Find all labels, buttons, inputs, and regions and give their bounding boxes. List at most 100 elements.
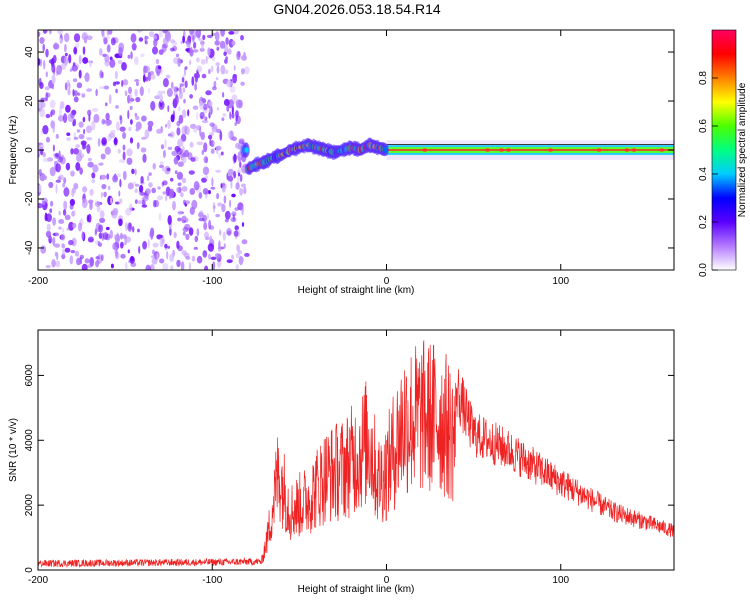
noise-speck xyxy=(183,98,186,104)
noise-speck xyxy=(188,262,192,270)
noise-speck xyxy=(114,233,121,243)
noise-speck xyxy=(122,79,129,86)
noise-speck xyxy=(211,126,218,133)
noise-speck xyxy=(110,37,116,46)
noise-speck xyxy=(137,30,143,33)
noise-speck xyxy=(118,47,123,57)
noise-speck xyxy=(236,51,241,61)
noise-speck xyxy=(241,222,245,227)
noise-speck xyxy=(43,30,48,34)
noise-speck xyxy=(205,55,208,64)
noise-speck xyxy=(105,112,110,121)
noise-speck xyxy=(55,231,59,237)
noise-speck xyxy=(125,207,132,216)
noise-speck xyxy=(98,162,104,166)
noise-speck xyxy=(236,244,240,252)
noise-speck xyxy=(164,243,168,249)
noise-speck xyxy=(139,86,144,97)
noise-speck xyxy=(121,80,124,87)
noise-speck xyxy=(176,259,181,268)
noise-speck xyxy=(145,76,149,82)
noise-speck xyxy=(207,47,211,56)
noise-speck xyxy=(235,182,240,190)
noise-speck xyxy=(224,58,228,64)
noise-speck xyxy=(62,113,68,124)
noise-speck xyxy=(196,57,200,63)
noise-speck xyxy=(208,190,211,195)
colorbar-label: Normalized spectral amplitude xyxy=(737,82,748,217)
noise-speck xyxy=(65,186,68,196)
noise-speck xyxy=(176,187,180,193)
noise-speck xyxy=(151,257,158,265)
noise-speck xyxy=(135,115,140,121)
noise-speck xyxy=(161,90,166,94)
noise-speck xyxy=(108,185,111,191)
noise-speck xyxy=(58,226,62,230)
noise-speck xyxy=(160,125,163,134)
noise-speck xyxy=(76,82,83,89)
noise-speck xyxy=(235,252,241,259)
noise-speck xyxy=(154,95,161,100)
noise-speck xyxy=(134,88,138,97)
noise-speck xyxy=(101,71,104,79)
noise-speck xyxy=(69,255,74,265)
noise-speck xyxy=(147,238,150,249)
noise-speck xyxy=(147,87,150,94)
noise-speck xyxy=(136,142,140,150)
noise-speck xyxy=(48,235,53,244)
noise-speck xyxy=(205,175,209,180)
noise-speck xyxy=(177,245,183,252)
noise-speck xyxy=(132,226,135,233)
noise-speck xyxy=(208,100,213,107)
noise-speck xyxy=(207,243,215,252)
noise-speck xyxy=(101,183,107,190)
noise-speck xyxy=(64,52,68,57)
noise-speck xyxy=(190,123,197,130)
noise-speck xyxy=(194,235,199,243)
noise-speck xyxy=(210,65,214,73)
noise-speck xyxy=(215,145,222,151)
noise-speck xyxy=(110,197,113,205)
noise-speck xyxy=(219,130,223,141)
noise-speck xyxy=(227,175,234,182)
noise-speck xyxy=(216,65,220,74)
noise-speck xyxy=(83,36,88,44)
noise-speck xyxy=(160,144,165,150)
noise-speck xyxy=(170,47,175,52)
noise-speck xyxy=(209,235,213,243)
noise-speck xyxy=(181,156,187,164)
noise-speck xyxy=(116,121,120,131)
noise-speck xyxy=(52,144,55,152)
noise-speck xyxy=(148,182,153,188)
noise-speck xyxy=(181,109,187,118)
noise-speck xyxy=(45,71,48,78)
noise-speck xyxy=(52,217,56,226)
noise-speck xyxy=(134,112,138,118)
noise-speck xyxy=(187,109,190,117)
noise-speck xyxy=(38,184,42,193)
noise-speck xyxy=(240,55,247,61)
noise-speck xyxy=(73,131,77,141)
noise-speck xyxy=(84,258,90,264)
noise-speck xyxy=(215,253,220,259)
noise-speck xyxy=(61,243,66,249)
noise-speck xyxy=(46,92,51,98)
noise-speck xyxy=(188,227,194,236)
noise-speck xyxy=(73,96,79,103)
noise-speck xyxy=(167,215,172,225)
noise-speck xyxy=(231,254,235,260)
noise-speck xyxy=(213,80,217,88)
noise-speck xyxy=(81,198,88,209)
noise-speck xyxy=(43,175,47,181)
noise-speck xyxy=(241,239,248,245)
noise-speck xyxy=(130,119,133,125)
noise-speck xyxy=(200,131,205,141)
noise-speck xyxy=(174,170,178,174)
noise-speck xyxy=(118,190,121,197)
noise-speck xyxy=(203,222,208,231)
noise-speck xyxy=(239,187,244,196)
noise-speck xyxy=(45,48,49,58)
noise-speck xyxy=(71,64,78,72)
noise-speck xyxy=(182,152,187,158)
noise-speck xyxy=(239,174,243,182)
